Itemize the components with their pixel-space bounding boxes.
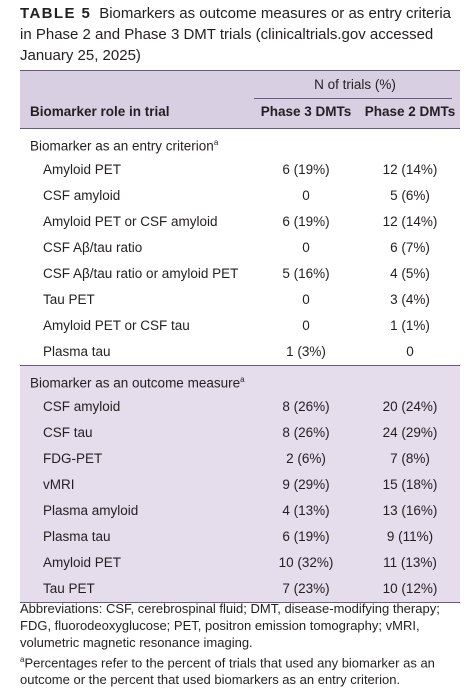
phase3-value: 1 (3%) [286,344,326,359]
phase2-value: 11 (13%) [383,555,437,570]
biomarker-name: FDG-PET [43,451,103,466]
biomarker-name: Amyloid PET or CSF amyloid [43,214,218,229]
biomarker-name: Amyloid PET [43,162,122,177]
phase3-value: 9 (29%) [282,477,330,492]
phase3-value: 4 (13%) [282,503,330,518]
biomarker-table: N of trials (%) Biomarker role in trial … [20,70,460,603]
table-header: N of trials (%) Biomarker role in trial … [20,70,460,128]
phase2-value: 6 (7%) [390,240,430,255]
biomarker-name: Amyloid PET or CSF tau [43,318,190,333]
biomarker-name: CSF amyloid [43,399,121,414]
percentage-note: aPercentages refer to the percent of tri… [20,651,460,688]
table-row: Amyloid PET 6 (19%) 12 (14%) [20,157,460,183]
phase2-value: 1 (1%) [390,318,430,333]
phase3-value: 0 [302,292,310,307]
table-footnotes: Abbreviations: CSF, cerebrospinal fluid;… [20,600,460,688]
biomarker-name: CSF Aβ/tau ratio [43,240,143,255]
biomarker-name: CSF amyloid [43,188,121,203]
phase3-value: 2 (6%) [286,451,326,466]
phase2-value: 0 [406,344,414,359]
col-header-phase3: Phase 3 DMTs [260,104,352,119]
biomarker-name: Tau PET [43,581,95,596]
n-trials-header: N of trials (%) [314,77,396,92]
phase3-value: 7 (23%) [282,581,330,596]
phase2-value: 9 (11%) [386,529,434,544]
phase3-value: 0 [302,240,310,255]
phase3-value: 0 [302,188,310,203]
phase2-value: 7 (8%) [390,451,430,466]
caption-text: Biomarkers as outcome measures or as ent… [20,5,451,64]
col-header-phase2: Phase 2 DMTs [364,104,456,119]
phase2-value: 24 (29%) [382,425,438,440]
section-title-text: Biomarker as an entry criterion [30,138,214,154]
phase3-value: 5 (16%) [282,266,330,281]
biomarker-name: vMRI [43,477,75,492]
table-row: Amyloid PET or CSF tau 0 1 (1%) [20,313,460,339]
phase3-value: 8 (26%) [282,399,330,414]
phase2-value: 12 (14%) [382,162,438,177]
section-title-text: Biomarker as an outcome measure [30,375,241,391]
table-row: CSF amyloid 0 5 (6%) [20,183,460,209]
header-rule [254,98,452,99]
footnote-marker: a [20,655,25,664]
phase3-value: 10 (32%) [278,555,334,570]
biomarker-name: CSF tau [43,425,93,440]
table-row: Amyloid PET 10 (32%) 11 (13%) [20,550,460,576]
table-row: Tau PET 0 3 (4%) [20,287,460,313]
phase3-value: 6 (19%) [282,162,330,177]
table-row: CSF tau 8 (26%) 24 (29%) [20,420,460,446]
table-body: Biomarker as an entry criteriona Amyloid … [20,128,460,603]
table-row: Plasma tau 1 (3%) 0 [20,339,460,365]
table-row: CSF Aβ/tau ratio or amyloid PET 5 (16%) 4 … [20,261,460,287]
phase2-value: 13 (16%) [382,503,438,518]
biomarker-name: Tau PET [43,292,95,307]
biomarker-name: CSF Aβ/tau ratio or amyloid PET [43,266,239,281]
table-row: Amyloid PET or CSF amyloid 6 (19%) 12 (14%… [20,209,460,235]
section-title: Biomarker as an entry criteriona [20,129,460,157]
footnote-marker: a [213,138,219,147]
phase2-value: 4 (5%) [390,266,430,281]
phase2-value: 3 (4%) [390,292,430,307]
phase2-value: 12 (14%) [382,214,438,229]
phase3-value: 6 (19%) [282,529,330,544]
abbreviations-note: Abbreviations: CSF, cerebrospinal fluid;… [20,601,440,650]
phase2-value: 5 (6%) [390,188,430,203]
section-title: Biomarker as an outcome measurea [20,366,460,394]
table-row: Plasma tau 6 (19%) 9 (11%) [20,524,460,550]
table-row: Plasma amyloid 4 (13%) 13 (16%) [20,498,460,524]
phase3-value: 8 (26%) [282,425,330,440]
biomarker-name: Amyloid PET [43,555,122,570]
biomarker-name: Plasma tau [43,529,111,544]
col-header-role: Biomarker role in trial [30,104,170,119]
footnote-marker: a [240,375,245,384]
table-caption: TABLE 5 Biomarkers as outcome measures or… [20,3,460,66]
table-row: FDG-PET 2 (6%) 7 (8%) [20,446,460,472]
table-row: Tau PET 7 (23%) 10 (12%) [20,576,460,602]
outcome-measure-section: Biomarker as an outcome measurea CSF amyl… [20,365,460,603]
phase2-value: 20 (24%) [382,399,438,414]
phase3-value: 0 [302,318,310,333]
table-label: TABLE 5 [20,5,92,22]
table-row: vMRI 9 (29%) 15 (18%) [20,472,460,498]
table-row: CSF amyloid 8 (26%) 20 (24%) [20,394,460,420]
table-row: CSF Aβ/tau ratio 0 6 (7%) [20,235,460,261]
entry-criterion-section: Biomarker as an entry criteriona Amyloid … [20,128,460,365]
phase2-value: 15 (18%) [382,477,438,492]
biomarker-name: Plasma tau [43,344,111,359]
phase2-value: 10 (12%) [382,581,438,596]
percentage-note-text: Percentages refer to the percent of tria… [20,655,435,688]
biomarker-name: Plasma amyloid [43,503,139,518]
phase3-value: 6 (19%) [282,214,330,229]
